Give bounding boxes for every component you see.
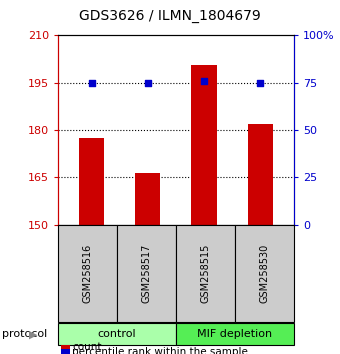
Text: protocol: protocol [2, 329, 47, 339]
Text: ▶: ▶ [29, 329, 37, 339]
Bar [191, 65, 217, 225]
Point [258, 80, 263, 86]
Text: GSM258530: GSM258530 [259, 244, 270, 303]
Text: GDS3626 / ILMN_1804679: GDS3626 / ILMN_1804679 [79, 9, 261, 23]
Text: MIF depletion: MIF depletion [198, 329, 273, 339]
Text: GSM258516: GSM258516 [82, 244, 92, 303]
Point [89, 80, 94, 86]
Text: percentile rank within the sample: percentile rank within the sample [72, 347, 248, 354]
Text: GSM258515: GSM258515 [201, 244, 210, 303]
Text: control: control [98, 329, 136, 339]
Point [145, 80, 151, 86]
Bar [135, 173, 160, 225]
Text: GSM258517: GSM258517 [141, 244, 151, 303]
Bar [79, 138, 104, 225]
Text: count: count [72, 342, 102, 352]
Point [201, 78, 207, 84]
Bar [248, 124, 273, 225]
